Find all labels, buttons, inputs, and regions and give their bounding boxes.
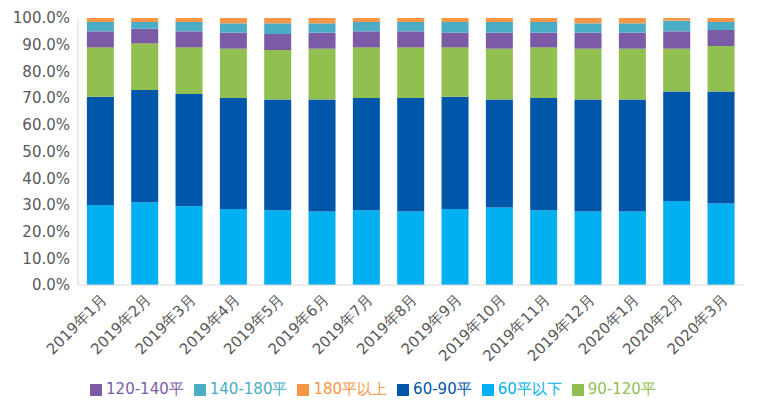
- svg-text:2019年1月: 2019年1月: [42, 290, 111, 359]
- svg-text:2019年3月: 2019年3月: [131, 290, 200, 359]
- svg-text:2019年9月: 2019年9月: [397, 290, 466, 359]
- svg-text:2019年2月: 2019年2月: [87, 290, 155, 359]
- svg-text:100.0%: 100.0%: [13, 9, 70, 27]
- svg-text:2019年4月: 2019年4月: [175, 290, 244, 359]
- html-text:90-120平: 90-120平: [587, 380, 656, 398]
- html-text:180平以上: 180平以上: [313, 380, 388, 398]
- svg-text:2019年5月: 2019年5月: [220, 290, 288, 359]
- html-text:60-90平: 60-90平: [413, 380, 472, 398]
- html-text:140-180平: 140-180平: [209, 380, 288, 398]
- svg-text:2019年8月: 2019年8月: [353, 290, 421, 359]
- svg-text:70.0%: 70.0%: [22, 89, 70, 107]
- html-text:120-140平: 120-140平: [106, 380, 184, 398]
- svg-text:2019年12月: 2019年12月: [523, 290, 599, 366]
- svg-text:30.0%: 30.0%: [22, 196, 70, 214]
- svg-text:50.0%: 50.0%: [22, 143, 70, 161]
- svg-text:40.0%: 40.0%: [22, 170, 70, 188]
- svg-text:0.0%: 0.0%: [32, 276, 70, 294]
- svg-text:80.0%: 80.0%: [22, 63, 70, 81]
- svg-text:2019年7月: 2019年7月: [308, 290, 377, 359]
- svg-text:20.0%: 20.0%: [22, 223, 70, 241]
- html-text:60平以下: 60平以下: [497, 380, 562, 398]
- svg-text:2020年1月: 2020年1月: [574, 290, 643, 359]
- svg-text:10.0%: 10.0%: [22, 250, 70, 268]
- svg-text:90.0%: 90.0%: [22, 36, 70, 54]
- svg-text:2019年11月: 2019年11月: [479, 290, 554, 366]
- svg-text:60.0%: 60.0%: [22, 116, 70, 134]
- svg-text:2020年3月: 2020年3月: [664, 291, 732, 359]
- svg-text:2019年6月: 2019年6月: [264, 290, 333, 359]
- svg-text:2019年10月: 2019年10月: [435, 290, 510, 366]
- svg-text:2020年2月: 2020年2月: [619, 290, 687, 359]
